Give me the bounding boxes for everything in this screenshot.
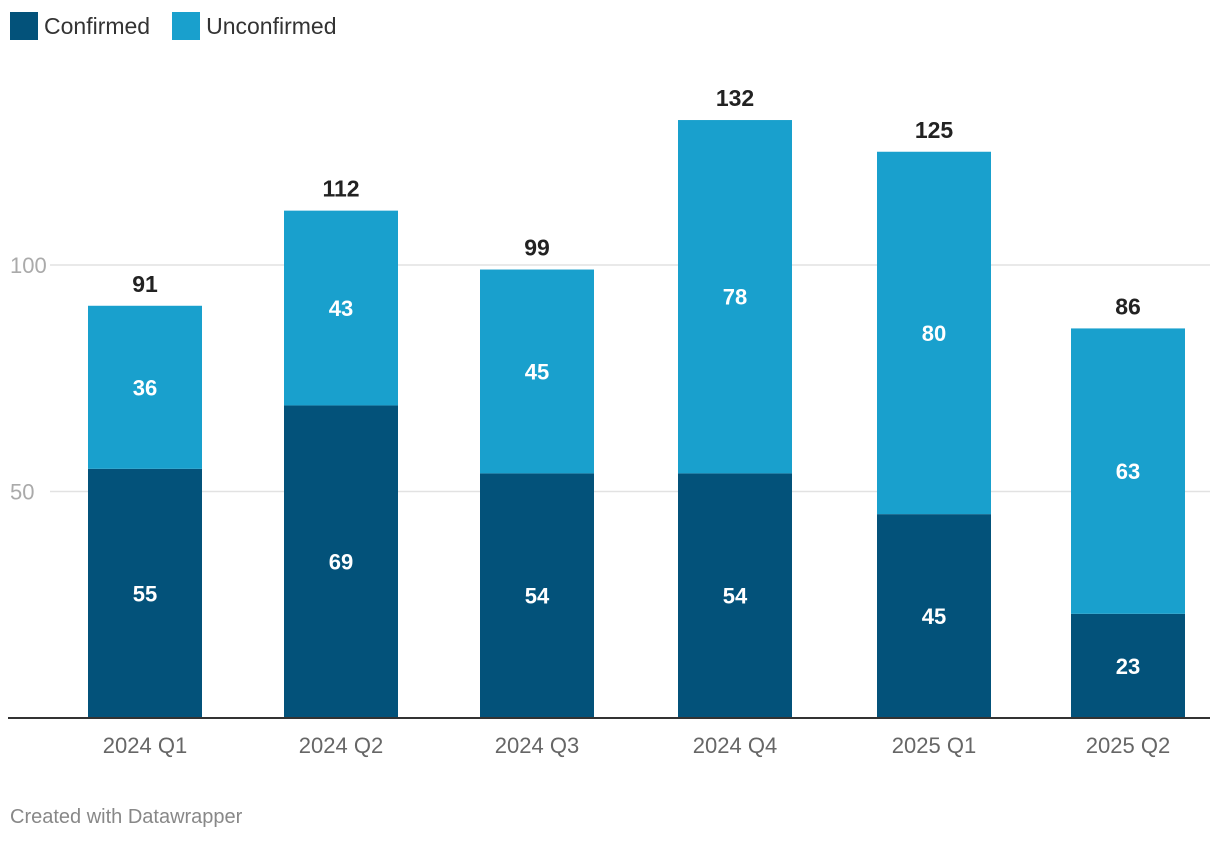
total-label-3: 132 xyxy=(716,85,754,111)
legend: Confirmed Unconfirmed xyxy=(10,12,359,40)
x-tick-label-0: 2024 Q1 xyxy=(103,733,187,758)
x-tick-label-5: 2025 Q2 xyxy=(1086,733,1170,758)
footer-credit: Created with Datawrapper xyxy=(10,806,243,828)
bar-unconfirmed-4 xyxy=(877,151,991,515)
bar-unconfirmed-3 xyxy=(678,120,792,474)
x-tick-label-2: 2024 Q3 xyxy=(495,733,579,758)
total-label-2: 99 xyxy=(524,235,550,261)
data-label-unconfirmed-2: 45 xyxy=(525,359,549,384)
y-tick-label-100: 100 xyxy=(10,253,47,278)
bar-confirmed-2 xyxy=(480,473,594,718)
x-tick-label-3: 2024 Q4 xyxy=(693,733,777,758)
stacked-bar-chart: 50 100 55 36 91 2024 Q1 69 43 112 2024 Q2 54 45 99 20… xyxy=(8,85,1210,758)
data-label-unconfirmed-5: 63 xyxy=(1116,459,1140,484)
bar-confirmed-4 xyxy=(877,514,991,718)
legend-item-confirmed[interactable]: Confirmed xyxy=(10,12,150,40)
bar-unconfirmed-2 xyxy=(480,269,594,474)
y-tick-label-50: 50 xyxy=(10,480,34,505)
bar-confirmed-3 xyxy=(678,473,792,718)
total-label-1: 112 xyxy=(322,176,359,202)
total-label-0: 91 xyxy=(132,271,158,297)
data-label-confirmed-2: 54 xyxy=(525,584,550,609)
data-label-confirmed-3: 54 xyxy=(723,584,748,609)
data-label-unconfirmed-4: 80 xyxy=(922,321,946,346)
bar-confirmed-5 xyxy=(1071,613,1185,718)
bar-confirmed-0 xyxy=(88,468,202,718)
data-label-unconfirmed-3: 78 xyxy=(723,285,747,310)
legend-swatch-unconfirmed xyxy=(172,12,201,40)
bar-unconfirmed-5 xyxy=(1071,328,1185,614)
legend-item-unconfirmed[interactable]: Unconfirmed xyxy=(172,12,337,40)
data-label-confirmed-1: 69 xyxy=(329,550,353,575)
data-label-confirmed-4: 45 xyxy=(922,604,946,629)
total-label-4: 125 xyxy=(915,117,954,143)
data-label-unconfirmed-0: 36 xyxy=(133,375,157,400)
data-label-confirmed-5: 23 xyxy=(1116,654,1140,679)
data-label-unconfirmed-1: 43 xyxy=(329,296,353,321)
legend-swatch-confirmed xyxy=(10,12,38,40)
bar-unconfirmed-0 xyxy=(88,305,202,469)
x-tick-label-4: 2025 Q1 xyxy=(892,733,976,758)
legend-label-unconfirmed: Unconfirmed xyxy=(206,12,337,39)
bar-unconfirmed-1 xyxy=(284,210,398,406)
x-tick-label-1: 2024 Q2 xyxy=(299,733,383,758)
legend-label-confirmed: Confirmed xyxy=(44,12,151,39)
total-label-5: 86 xyxy=(1115,293,1141,319)
data-label-confirmed-0: 55 xyxy=(133,581,157,606)
bar-confirmed-1 xyxy=(284,405,398,718)
